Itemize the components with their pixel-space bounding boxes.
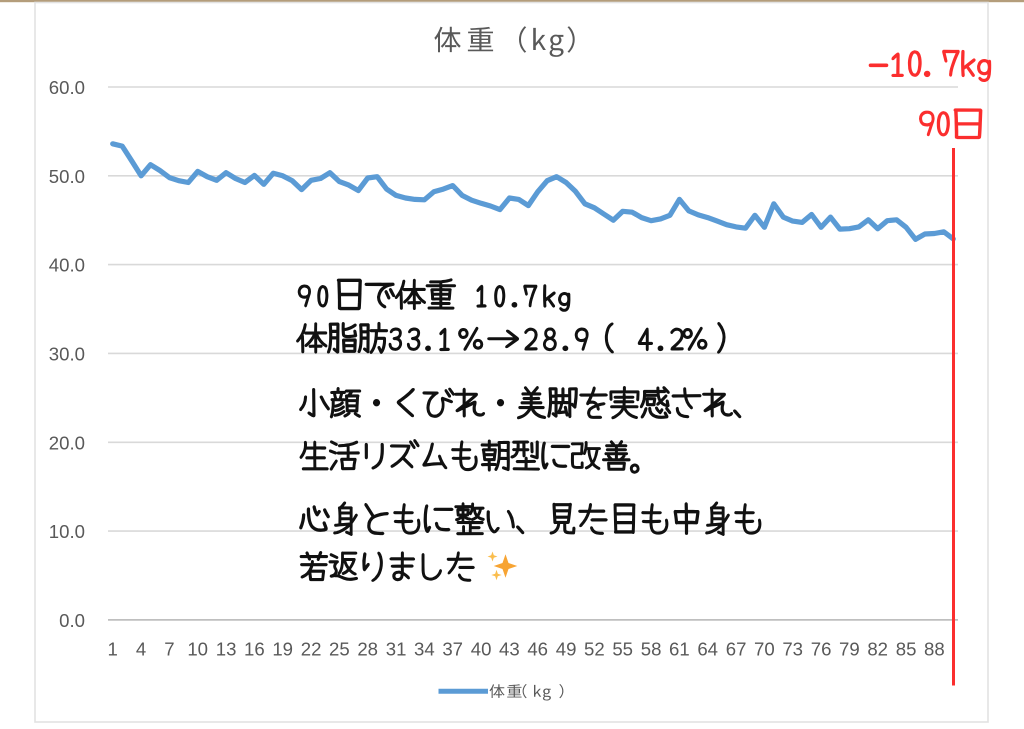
svg-text:67: 67: [726, 639, 747, 660]
svg-text:79: 79: [839, 639, 860, 660]
svg-text:58: 58: [641, 639, 662, 660]
svg-text:76: 76: [811, 639, 832, 660]
svg-text:50.0: 50.0: [49, 166, 85, 187]
svg-text:46: 46: [527, 639, 548, 660]
svg-text:10: 10: [187, 639, 208, 660]
svg-text:85: 85: [896, 639, 917, 660]
svg-text:13: 13: [216, 639, 237, 660]
svg-text:43: 43: [499, 639, 520, 660]
svg-text:88: 88: [924, 639, 945, 660]
svg-text:16: 16: [244, 639, 265, 660]
svg-text:34: 34: [414, 639, 435, 660]
svg-text:37: 37: [442, 639, 463, 660]
svg-text:64: 64: [697, 639, 718, 660]
svg-text:60.0: 60.0: [49, 77, 85, 98]
svg-text:52: 52: [584, 639, 605, 660]
svg-text:25: 25: [329, 639, 350, 660]
svg-text:40: 40: [471, 639, 492, 660]
svg-text:4: 4: [136, 639, 146, 660]
svg-text:55: 55: [612, 639, 633, 660]
svg-text:61: 61: [669, 639, 690, 660]
svg-text:31: 31: [386, 639, 407, 660]
svg-text:10.0: 10.0: [49, 521, 85, 542]
svg-text:40.0: 40.0: [49, 255, 85, 276]
svg-text:7: 7: [164, 639, 174, 660]
svg-text:70: 70: [754, 639, 775, 660]
svg-text:22: 22: [301, 639, 322, 660]
svg-text:1: 1: [108, 639, 118, 660]
svg-text:19: 19: [272, 639, 293, 660]
svg-text:82: 82: [867, 639, 888, 660]
svg-text:49: 49: [556, 639, 577, 660]
svg-text:30.0: 30.0: [49, 343, 85, 364]
svg-text:73: 73: [782, 639, 803, 660]
svg-text:0.0: 0.0: [59, 610, 85, 631]
svg-text:28: 28: [357, 639, 378, 660]
svg-text:20.0: 20.0: [49, 432, 85, 453]
